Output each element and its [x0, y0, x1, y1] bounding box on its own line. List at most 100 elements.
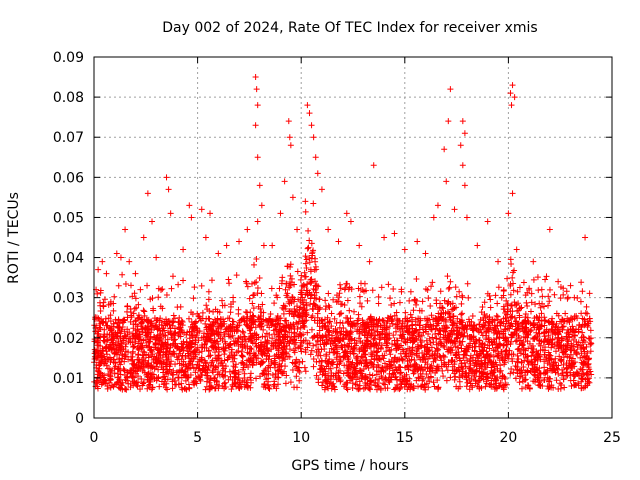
data-point	[418, 339, 425, 346]
data-point	[202, 336, 209, 343]
data-point	[475, 379, 482, 386]
data-point	[106, 331, 113, 338]
data-point	[311, 317, 318, 324]
data-point	[417, 370, 424, 377]
data-point	[94, 352, 101, 358]
data-point-peak	[381, 234, 388, 241]
data-point	[520, 346, 527, 353]
data-point	[504, 275, 511, 282]
data-point-peak	[165, 186, 172, 193]
data-point	[149, 295, 156, 302]
data-point-peak	[441, 146, 448, 153]
data-point	[154, 326, 161, 333]
data-point	[524, 314, 531, 321]
data-point	[185, 381, 192, 388]
data-point	[184, 343, 191, 350]
data-point	[351, 308, 358, 315]
data-point	[420, 356, 427, 363]
data-point	[497, 379, 504, 386]
data-point	[208, 322, 215, 329]
y-tick-label: 0.03	[53, 291, 84, 307]
data-point	[484, 374, 491, 381]
data-point	[92, 316, 99, 323]
data-point	[203, 302, 210, 309]
data-point	[275, 381, 282, 388]
data-point	[107, 318, 114, 325]
data-point	[587, 341, 594, 348]
data-point	[127, 306, 134, 313]
data-point	[265, 382, 272, 389]
y-tick-label: 0.07	[53, 130, 84, 146]
data-point	[260, 316, 267, 323]
x-tick-label: 15	[396, 430, 414, 446]
data-point	[417, 383, 424, 390]
data-point	[492, 292, 499, 299]
data-point	[564, 295, 571, 302]
data-point	[570, 360, 577, 367]
data-point	[287, 282, 294, 289]
data-point-peak	[252, 74, 259, 81]
data-point	[515, 300, 522, 307]
data-point	[271, 300, 278, 307]
data-point	[479, 370, 486, 377]
data-point	[459, 294, 466, 301]
data-point	[195, 358, 202, 365]
data-point	[345, 344, 352, 351]
data-point	[233, 272, 240, 279]
data-point	[329, 382, 336, 389]
data-point	[375, 300, 382, 307]
data-point	[437, 300, 444, 307]
data-point	[490, 381, 497, 388]
data-point	[439, 305, 446, 312]
data-point	[394, 321, 401, 328]
data-point	[244, 384, 251, 391]
data-point	[453, 335, 460, 342]
data-point	[226, 280, 233, 287]
data-point	[375, 332, 382, 339]
data-point	[269, 372, 276, 379]
data-point	[340, 324, 347, 331]
data-point	[515, 332, 522, 339]
data-point	[456, 288, 463, 295]
data-point	[428, 326, 435, 333]
data-point	[248, 317, 255, 324]
data-point	[198, 317, 205, 324]
data-point	[297, 331, 304, 338]
data-point	[153, 317, 160, 324]
data-point	[162, 348, 169, 355]
data-point	[424, 344, 431, 351]
data-point	[503, 341, 510, 348]
data-point	[499, 373, 506, 380]
data-point	[107, 312, 114, 319]
data-point	[533, 352, 540, 359]
data-point	[257, 373, 264, 380]
data-point	[500, 342, 507, 349]
data-point	[357, 280, 364, 287]
data-point	[272, 355, 279, 362]
data-point	[315, 306, 322, 313]
data-point	[583, 303, 590, 310]
data-point	[167, 361, 174, 368]
x-axis-title: GPS time / hours	[291, 458, 408, 474]
data-point	[392, 354, 399, 361]
data-point	[225, 344, 232, 351]
data-point-peak	[254, 102, 261, 109]
data-point	[108, 323, 115, 330]
data-point	[546, 357, 553, 364]
data-point	[302, 208, 309, 215]
data-point	[367, 377, 374, 384]
data-point	[554, 366, 561, 373]
data-point	[519, 378, 526, 385]
data-point	[473, 325, 480, 332]
data-point	[444, 334, 451, 341]
data-point	[411, 362, 418, 369]
data-point	[144, 362, 151, 369]
data-point	[283, 280, 290, 287]
data-point	[357, 300, 364, 307]
data-point	[261, 380, 268, 387]
data-point	[129, 374, 136, 381]
data-point	[119, 317, 126, 324]
data-point	[456, 378, 463, 385]
data-point	[425, 295, 432, 302]
data-point	[313, 372, 320, 379]
